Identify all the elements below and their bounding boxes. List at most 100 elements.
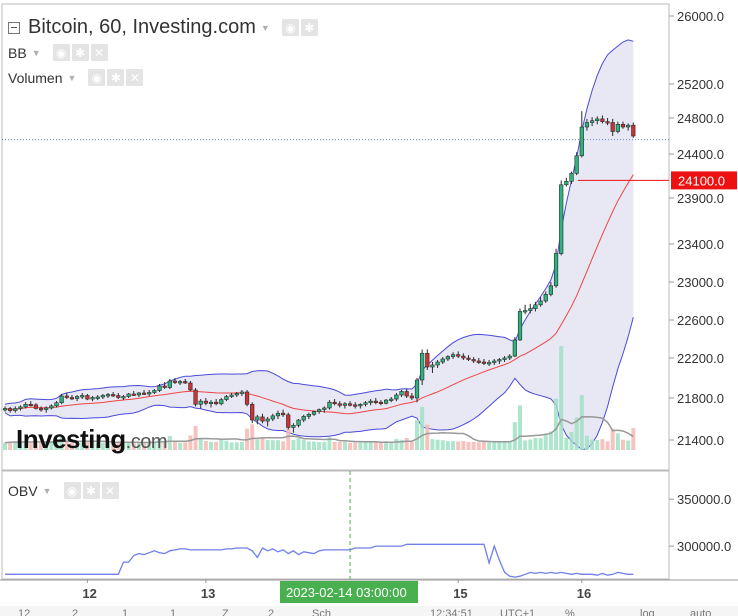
candle <box>538 300 543 306</box>
candle <box>8 408 13 411</box>
volume-bar <box>569 431 574 450</box>
volume-bar <box>44 441 49 450</box>
candle <box>569 173 574 182</box>
candle <box>75 396 80 399</box>
candle <box>203 400 208 404</box>
volume-bar <box>445 441 450 450</box>
volume-bar <box>564 437 569 450</box>
volume-bar <box>198 439 203 450</box>
x-tick-label: 13 <box>201 586 215 601</box>
candle <box>116 395 121 398</box>
volume-bar <box>466 441 471 450</box>
bb-fill <box>5 39 634 450</box>
candle <box>466 357 471 360</box>
candle <box>188 382 193 391</box>
eye-icon[interactable]: ◉ <box>281 19 299 36</box>
caret-down-icon[interactable]: ▼ <box>31 47 41 58</box>
volume-bar <box>281 441 286 450</box>
candle <box>615 124 620 132</box>
volume-bar <box>590 439 595 450</box>
volume-bar <box>378 442 383 450</box>
volume-bar <box>461 441 466 450</box>
y-tick-label: 23000.0 <box>677 275 724 290</box>
gear-icon[interactable]: ✱ <box>71 44 89 61</box>
gear-icon[interactable]: ✱ <box>82 482 100 499</box>
candle <box>38 408 44 411</box>
candle <box>105 394 111 397</box>
candle <box>219 399 224 405</box>
gear-icon[interactable]: ✱ <box>300 19 318 36</box>
volume-bar <box>353 442 358 450</box>
volume-bar <box>327 437 332 450</box>
candle <box>342 403 348 406</box>
candle <box>486 362 492 365</box>
footer-item: 2 <box>72 608 78 616</box>
volume-bar <box>512 422 517 450</box>
logo-text: Investing <box>16 424 126 454</box>
investing-logo: Investing.com <box>16 424 167 455</box>
candle <box>317 409 322 412</box>
caret-down-icon[interactable]: ▼ <box>67 72 77 83</box>
eye-icon[interactable]: ◉ <box>52 44 70 61</box>
volume-bar <box>518 405 522 450</box>
volume-bar <box>131 442 136 450</box>
volume-bar <box>33 440 38 450</box>
collapse-icon[interactable] <box>8 21 20 34</box>
eye-icon[interactable]: ◉ <box>88 69 106 86</box>
candle <box>193 389 198 405</box>
close-icon[interactable]: ✕ <box>90 44 108 61</box>
footer-toolbar <box>0 606 738 616</box>
candle <box>13 408 18 411</box>
volume-bar <box>430 439 435 450</box>
volume-bar <box>106 442 110 450</box>
volume-bar <box>59 435 64 450</box>
volume-bar <box>69 442 74 450</box>
obv-line <box>5 543 634 578</box>
volume-bar <box>415 419 419 450</box>
candle <box>167 380 172 388</box>
candle <box>332 401 337 405</box>
close-icon[interactable]: ✕ <box>126 69 144 86</box>
close-icon[interactable]: ✕ <box>101 482 119 499</box>
candle <box>358 403 363 407</box>
bb-lower-band <box>4 317 634 451</box>
eye-icon[interactable]: ◉ <box>63 482 81 499</box>
volume-bar <box>348 442 353 450</box>
x-tick-label: 12 <box>82 586 96 601</box>
candle <box>471 359 476 362</box>
volume-bar <box>49 441 54 450</box>
gear-icon[interactable]: ✱ <box>107 69 125 86</box>
candle <box>497 359 502 362</box>
candle <box>280 412 286 416</box>
candle <box>69 397 75 400</box>
volume-bar <box>579 395 584 450</box>
volume-bar <box>255 439 260 450</box>
volume-bar <box>481 441 486 450</box>
volume-bar <box>203 441 208 450</box>
caret-down-icon[interactable]: ▼ <box>42 485 52 496</box>
volume-bar <box>183 442 188 450</box>
candle <box>425 352 430 368</box>
caret-down-icon[interactable]: ▼ <box>260 22 270 33</box>
volume-bar <box>95 443 100 450</box>
candle <box>548 285 553 295</box>
candle <box>224 396 229 400</box>
volume-bar <box>142 443 147 450</box>
footer-item: UTC+1 <box>500 608 535 616</box>
candle <box>327 401 332 409</box>
volume-bar <box>610 428 615 450</box>
volume-bar <box>286 428 291 450</box>
candle <box>631 124 636 137</box>
volume-bar <box>260 438 265 450</box>
volume-bar <box>363 442 368 450</box>
crosshair-time-label: 2023-02-14 03:00:00 <box>286 585 407 600</box>
volume-bar <box>136 441 141 450</box>
candle <box>512 339 517 357</box>
y-tick-label: 21800.0 <box>677 391 724 406</box>
volume-bar <box>229 442 234 450</box>
footer-item: 12:34:51 <box>430 608 473 616</box>
chart-title-bar: Bitcoin, 60, Investing.com ▼ ◉ ✱ <box>8 16 318 39</box>
volume-bar <box>574 417 579 450</box>
footer-item: 1 <box>170 608 176 616</box>
